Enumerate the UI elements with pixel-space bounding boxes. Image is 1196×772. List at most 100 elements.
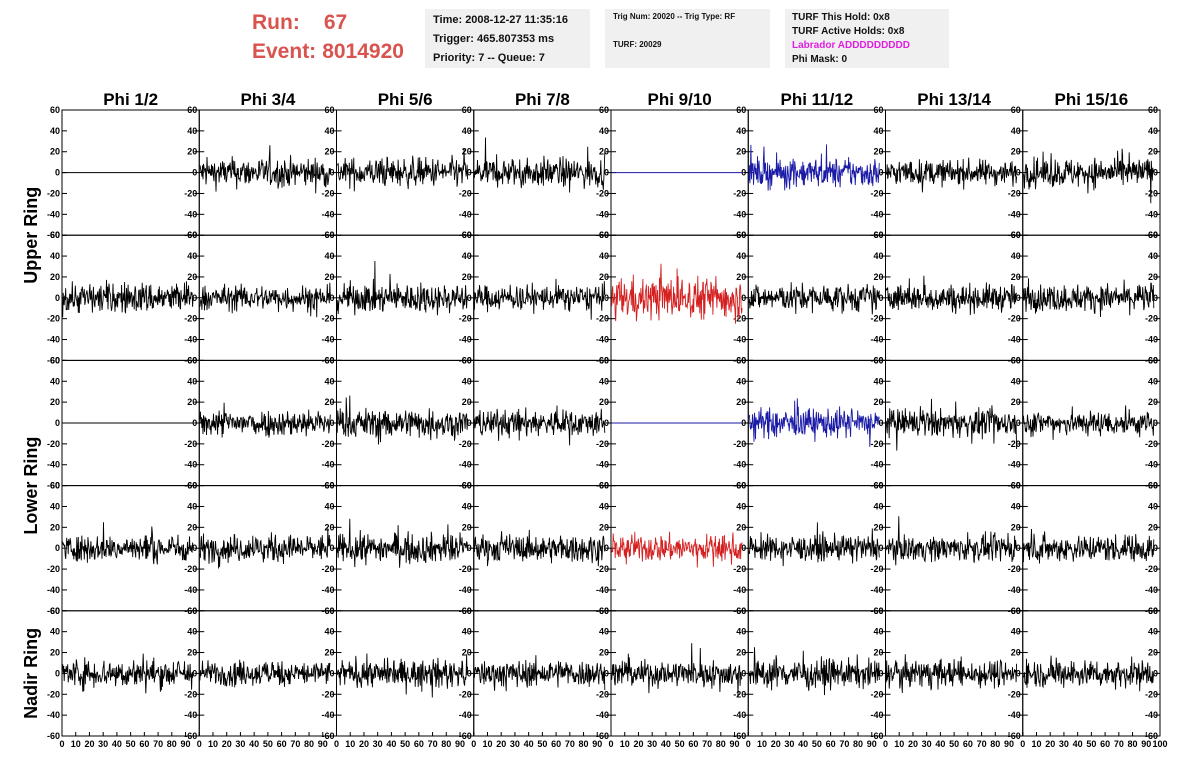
y-tick-label: 40 [599, 251, 609, 261]
y-tick-label: -40 [596, 335, 609, 345]
waveform-trace [748, 522, 880, 567]
y-tick-label: 60 [736, 230, 746, 240]
y-tick-label: 20 [324, 397, 334, 407]
x-tick-label: 60 [688, 739, 698, 749]
y-tick-label: -20 [733, 689, 746, 699]
x-tick-label: 10 [757, 739, 767, 749]
y-tick-label: -20 [184, 564, 197, 574]
x-tick-label: 0 [59, 739, 64, 749]
x-tick-label: 90 [318, 739, 328, 749]
y-tick-label: -40 [870, 585, 883, 595]
y-tick-label: -40 [184, 460, 197, 470]
x-tick-label: 10 [345, 739, 355, 749]
y-tick-label: -20 [321, 314, 334, 324]
y-tick-label: 0 [1153, 168, 1158, 178]
x-tick-label: 30 [510, 739, 520, 749]
y-tick-label: 60 [599, 105, 609, 115]
y-tick-label: 60 [462, 230, 472, 240]
y-tick-label: 40 [599, 126, 609, 136]
x-tick-label: 30 [922, 739, 932, 749]
y-tick-label: 20 [1011, 648, 1021, 658]
y-tick-label: -60 [47, 230, 60, 240]
waveform-trace [885, 516, 1018, 566]
y-tick-label: -20 [733, 188, 746, 198]
y-tick-label: 0 [878, 168, 883, 178]
y-tick-label: 60 [187, 105, 197, 115]
y-tick-label: -40 [184, 585, 197, 595]
x-tick-label: 40 [661, 739, 671, 749]
x-tick-label: 60 [963, 739, 973, 749]
x-tick-label: 40 [249, 739, 259, 749]
y-tick-label: 60 [599, 230, 609, 240]
y-tick-label: 20 [50, 147, 60, 157]
x-tick-label: 10 [620, 739, 630, 749]
y-tick-label: 20 [462, 648, 472, 658]
y-tick-label: 20 [324, 648, 334, 658]
y-tick-label: 40 [1148, 376, 1158, 386]
x-tick-label: 70 [702, 739, 712, 749]
y-tick-label: 0 [55, 168, 60, 178]
waveform-trace [748, 398, 880, 447]
y-tick-label: 40 [736, 501, 746, 511]
x-tick-label: 40 [1073, 739, 1083, 749]
waveform-trace [473, 278, 606, 320]
y-tick-label: -20 [1008, 188, 1021, 198]
y-tick-label: 20 [50, 522, 60, 532]
x-tick-label: 20 [908, 739, 918, 749]
y-tick-label: 20 [187, 397, 197, 407]
y-tick-label: -20 [184, 439, 197, 449]
waveform-trace [473, 529, 606, 567]
y-tick-label: 40 [324, 126, 334, 136]
y-tick-label: 20 [599, 272, 609, 282]
y-tick-label: 0 [55, 668, 60, 678]
y-tick-label: -20 [870, 439, 883, 449]
event-label: Event: [252, 40, 317, 63]
x-tick-label: 40 [935, 739, 945, 749]
y-tick-label: -40 [321, 335, 334, 345]
y-tick-label: 20 [1011, 397, 1021, 407]
x-tick-label: 30 [98, 739, 108, 749]
y-tick-label: -20 [1145, 188, 1158, 198]
y-tick-label: 40 [1148, 251, 1158, 261]
y-tick-label: 60 [50, 105, 60, 115]
y-tick-label: 40 [599, 376, 609, 386]
y-tick-label: 40 [1011, 376, 1021, 386]
y-tick-label: 0 [467, 418, 472, 428]
x-tick-label: 30 [647, 739, 657, 749]
y-tick-label: 40 [187, 501, 197, 511]
column-label: Phi 5/6 [378, 90, 433, 109]
y-tick-label: -20 [47, 314, 60, 324]
y-tick-label: 20 [1148, 397, 1158, 407]
y-tick-label: 20 [1011, 147, 1021, 157]
y-tick-label: -60 [47, 731, 60, 741]
column-label: Phi 9/10 [647, 90, 711, 109]
y-tick-label: -60 [596, 731, 609, 741]
y-tick-label: 20 [1011, 272, 1021, 282]
y-tick-label: 0 [878, 668, 883, 678]
x-tick-label: 50 [537, 739, 547, 749]
panel-frame [336, 109, 475, 236]
y-tick-label: 0 [329, 418, 334, 428]
x-tick-label: 20 [633, 739, 643, 749]
y-tick-label: 40 [50, 627, 60, 637]
x-tick-label: 60 [1100, 739, 1110, 749]
y-tick-label: -20 [184, 689, 197, 699]
trigger-info-box: Trig Num: 20020 -- Trig Type: RF TURF: 2… [605, 9, 770, 68]
x-tick-label: 60 [551, 739, 561, 749]
x-tick-label: 20 [84, 739, 94, 749]
x-tick-label: 70 [565, 739, 575, 749]
x-tick-label: 40 [386, 739, 396, 749]
y-tick-label: 40 [187, 126, 197, 136]
y-tick-label: -20 [321, 689, 334, 699]
y-tick-label: 20 [873, 147, 883, 157]
y-tick-label: -60 [47, 355, 60, 365]
y-tick-label: 60 [873, 230, 883, 240]
x-tick-label: 40 [112, 739, 122, 749]
y-tick-label: 60 [1148, 355, 1158, 365]
y-tick-label: -60 [1008, 731, 1021, 741]
run-label: Run: [252, 11, 300, 34]
turf-hold-text: TURF This Hold: 0x8 [792, 12, 890, 23]
x-tick-label: 30 [235, 739, 245, 749]
y-tick-label: 60 [599, 606, 609, 616]
y-tick-label: 40 [599, 501, 609, 511]
